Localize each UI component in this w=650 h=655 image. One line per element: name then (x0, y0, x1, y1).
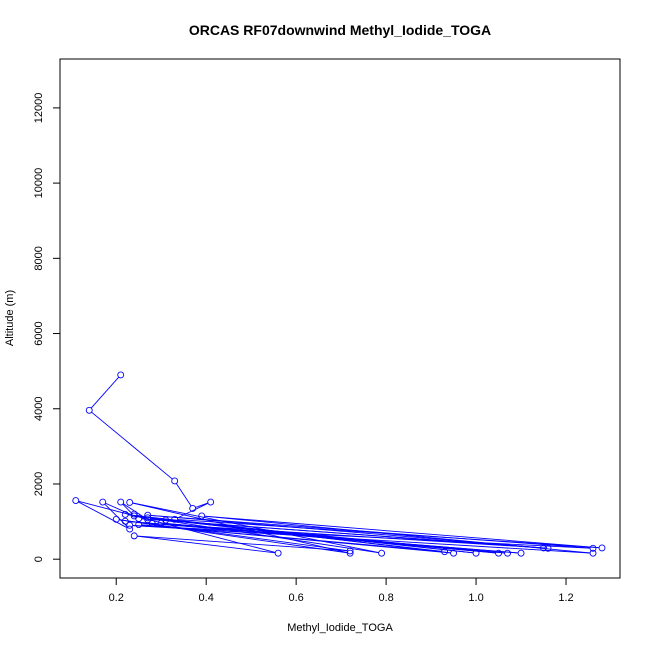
data-point (121, 517, 129, 525)
y-tick-label: 12000 (33, 93, 45, 124)
data-point (472, 549, 480, 557)
data-point (72, 497, 80, 504)
series-segment (78, 500, 276, 553)
data-point (135, 521, 143, 529)
data-point (346, 547, 354, 555)
data-point (112, 515, 120, 523)
x-tick-label: 0.6 (288, 592, 303, 604)
data-point (504, 549, 512, 557)
data-point (144, 511, 152, 519)
series-segment (78, 501, 128, 529)
data-point (441, 548, 449, 556)
data-point (198, 512, 206, 520)
series-segment (137, 535, 276, 554)
series-segment (132, 502, 379, 554)
y-tick-label: 6000 (33, 321, 45, 345)
data-point (144, 514, 152, 522)
series-segment (119, 519, 348, 551)
data-point (589, 549, 597, 557)
series-segment (195, 502, 209, 508)
series-segment (155, 523, 541, 549)
data-point (130, 512, 138, 520)
x-tick-label: 0.8 (378, 592, 393, 604)
chart-title: ORCAS RF07downwind Methyl_Iodide_TOGA (189, 22, 491, 38)
series-segment (91, 411, 173, 480)
data-point (598, 544, 606, 552)
data-point (99, 498, 107, 506)
y-axis-label: Altitude (m) (4, 290, 16, 346)
x-axis: 0.2 0.4 0.6 0.8 1.0 1.2 (109, 577, 574, 604)
series-segment (122, 503, 133, 515)
x-tick-label: 1.2 (558, 592, 573, 604)
y-tick-label: 2000 (33, 472, 45, 496)
x-tick-label: 0.4 (199, 592, 214, 604)
data-point (126, 521, 134, 529)
series-segment (150, 517, 442, 552)
y-axis: 0 2000 4000 6000 8000 10000 12000 (33, 93, 61, 562)
series-segment (90, 376, 120, 409)
y-tick-label: 8000 (33, 246, 45, 270)
data-point (544, 544, 552, 552)
data-point (346, 549, 354, 557)
data-point (162, 516, 170, 524)
series-segment (150, 514, 546, 549)
series-segment (104, 503, 128, 528)
series-segment (150, 517, 379, 554)
data-point (130, 510, 138, 518)
data-point (171, 477, 179, 485)
data-point (117, 498, 125, 506)
data-point (171, 515, 179, 523)
data-point (126, 525, 134, 533)
data-point (274, 549, 282, 557)
data-point (85, 406, 93, 414)
data-point (517, 549, 525, 557)
data-point (207, 498, 215, 506)
data-point (126, 498, 134, 506)
x-tick-label: 1.0 (468, 592, 483, 604)
series-segment (175, 483, 192, 507)
data-point (189, 504, 197, 512)
data-point (148, 520, 156, 527)
y-tick-label: 4000 (33, 397, 45, 421)
series-segment (177, 502, 209, 519)
x-axis-label: Methyl_Iodide_TOGA (287, 622, 393, 634)
series-segment (150, 514, 591, 549)
data-point (378, 549, 386, 557)
data-point (121, 510, 129, 518)
x-tick-label: 0.2 (109, 592, 124, 604)
data-point (495, 549, 503, 557)
data-point (589, 544, 597, 552)
series-segment (132, 502, 348, 553)
data-point (117, 371, 125, 379)
plot-area (72, 371, 606, 557)
data-point (130, 532, 138, 540)
y-tick-label: 10000 (33, 168, 45, 199)
series-segment (204, 515, 600, 549)
data-point (540, 544, 547, 552)
data-point (144, 516, 152, 524)
y-tick-label: 0 (33, 556, 45, 562)
series-segment (128, 514, 474, 554)
data-point (450, 549, 458, 557)
series-segment (105, 502, 132, 516)
